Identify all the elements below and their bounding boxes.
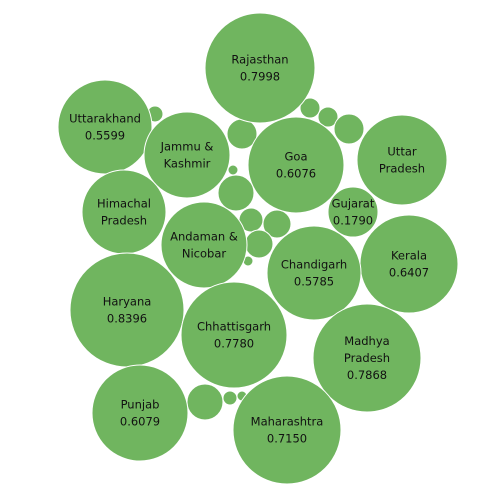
bubble-value-maharashtra: 0.7150 <box>267 432 307 446</box>
bubble-unlabeled <box>186 383 224 421</box>
bubble-value-goa: 0.6076 <box>276 167 316 181</box>
bubble-label-punjab: Punjab <box>121 398 160 412</box>
bubble-unlabeled <box>317 106 339 128</box>
bubble-label-kerala: Kerala <box>391 249 427 263</box>
bubble-label-chandigarh: Chandigarh <box>281 258 347 272</box>
bubble-rajasthan <box>204 12 316 124</box>
bubble-unlabeled <box>227 164 239 176</box>
bubble-value-madhya-pradesh: 0.7868 <box>347 368 387 382</box>
bubble-unlabeled <box>217 174 255 212</box>
bubble-label-madhya-pradesh: Pradesh <box>344 351 390 365</box>
bubble-label-uttarakhand: Uttarakhand <box>69 112 141 126</box>
bubble-label-chhattisgarh: Chhattisgarh <box>197 320 271 334</box>
bubble-label-madhya-pradesh: Madhya <box>344 334 389 348</box>
bubble-unlabeled <box>222 390 238 406</box>
bubble-label-maharashtra: Maharashtra <box>251 415 324 429</box>
bubble-value-chhattisgarh: 0.7780 <box>214 337 254 351</box>
bubble-haryana <box>69 252 185 368</box>
bubble-value-rajasthan: 0.7998 <box>240 70 280 84</box>
bubble-chhattisgarh <box>180 281 288 389</box>
bubble-unlabeled <box>333 113 365 145</box>
bubble-unlabeled <box>244 229 274 259</box>
bubble-andaman-nicobar <box>160 201 248 289</box>
bubble-label-rajasthan: Rajasthan <box>231 53 288 67</box>
bubble-unlabeled <box>262 209 292 239</box>
bubble-label-jammu-kashmir: Jammu & <box>160 140 214 154</box>
bubble-kerala <box>359 214 459 314</box>
bubble-label-uttar-pradesh: Uttar <box>387 145 416 159</box>
bubble-unlabeled <box>299 97 321 119</box>
bubble-label-goa: Goa <box>285 150 308 164</box>
bubble-value-punjab: 0.6079 <box>120 415 160 429</box>
bubble-uttar-pradesh <box>356 114 448 206</box>
bubble-value-gujarat: 0.1790 <box>333 214 373 228</box>
bubble-value-uttarakhand: 0.5599 <box>85 129 125 143</box>
bubble-uttarakhand <box>57 79 153 175</box>
bubble-label-gujarat: Gujarat <box>332 197 375 211</box>
bubble-gujarat <box>327 186 379 238</box>
bubble-madhya-pradesh <box>312 303 422 413</box>
bubble-maharashtra <box>232 375 342 485</box>
bubble-chandigarh <box>266 225 362 321</box>
bubble-label-himachal-pradesh: Himachal <box>97 197 151 211</box>
bubble-punjab <box>91 364 189 462</box>
bubble-goa <box>247 116 345 214</box>
bubble-jammu-kashmir <box>143 111 231 199</box>
bubble-label-jammu-kashmir: Kashmir <box>164 157 211 171</box>
bubble-value-chandigarh: 0.5785 <box>294 275 334 289</box>
bubble-himachal-pradesh <box>81 169 167 255</box>
bubble-label-andaman-nicobar: Andaman & <box>170 230 238 244</box>
bubble-value-haryana: 0.8396 <box>107 312 147 326</box>
bubble-value-kerala: 0.6407 <box>389 266 429 280</box>
bubble-label-himachal-pradesh: Pradesh <box>101 214 147 228</box>
bubble-label-uttar-pradesh: Pradesh <box>379 162 425 176</box>
bubble-label-andaman-nicobar: Nicobar <box>182 247 227 261</box>
bubble-label-haryana: Haryana <box>103 295 152 309</box>
